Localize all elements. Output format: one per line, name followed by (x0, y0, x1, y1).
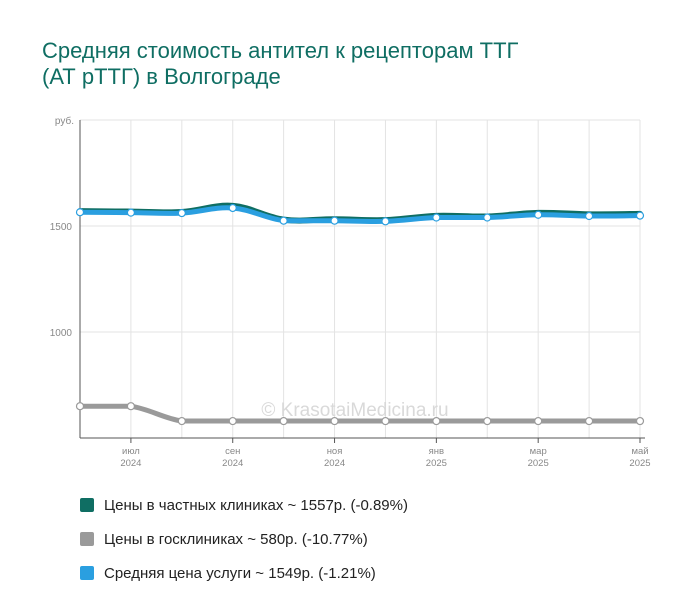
y-tick-label: 1000 (50, 328, 73, 339)
series-line-2 (77, 205, 643, 224)
grid (79, 119, 645, 439)
x-tick-year: 2025 (426, 458, 447, 469)
data-point (534, 416, 543, 426)
line-chart: © KrasotaiMedicina.ru руб.10001500июл202… (50, 115, 651, 469)
x-tick-month: ноя (327, 446, 343, 457)
data-point (381, 416, 390, 426)
data-point (126, 402, 136, 411)
data-point (635, 416, 645, 426)
legend-swatch-private (80, 498, 94, 512)
legend: Цены в частных клиниках ~ 1557р. (-0.89%… (80, 488, 408, 590)
y-axis-unit: руб. (55, 115, 74, 127)
legend-swatch-public (80, 532, 94, 546)
x-tick-year: 2024 (324, 458, 345, 469)
series-line-1 (77, 403, 643, 424)
x-tick-year: 2024 (120, 458, 141, 469)
data-point (534, 210, 543, 219)
data-point (330, 416, 339, 426)
legend-label-private: Цены в частных клиниках ~ 1557р. (-0.89%… (104, 496, 408, 514)
chart-title: Средняя стоимость антител к рецепторам Т… (42, 38, 642, 90)
data-point (635, 211, 645, 220)
data-point (228, 203, 237, 213)
x-tick-month: сен (225, 446, 240, 457)
data-point (330, 216, 339, 225)
series-group (75, 202, 645, 426)
legend-item-private[interactable]: Цены в частных клиниках ~ 1557р. (-0.89%… (80, 488, 408, 522)
data-point (177, 416, 186, 426)
data-point (584, 416, 594, 426)
x-tick-month: май (631, 446, 648, 457)
data-point (432, 416, 441, 426)
data-point (126, 208, 136, 217)
y-tick-label: 1500 (50, 222, 73, 233)
x-tick-year: 2025 (528, 458, 549, 469)
data-point (75, 402, 85, 411)
data-point (279, 216, 288, 225)
legend-label-public: Цены в госклиниках ~ 580р. (-10.77%) (104, 530, 368, 548)
title-line-1: Средняя стоимость антител к рецепторам Т… (42, 38, 519, 63)
x-tick-year: 2025 (629, 458, 650, 469)
data-point (177, 208, 186, 218)
x-tick-month: июл (122, 446, 140, 457)
data-point (75, 208, 85, 217)
data-point (483, 213, 492, 222)
x-tick-year: 2024 (222, 458, 243, 469)
data-point (432, 213, 441, 222)
legend-item-public[interactable]: Цены в госклиниках ~ 580р. (-10.77%) (80, 522, 408, 556)
legend-item-average[interactable]: Средняя цена услуги ~ 1549р. (-1.21%) (80, 556, 408, 590)
watermark: © KrasotaiMedicina.ru (261, 400, 448, 421)
data-point (381, 217, 390, 226)
x-tick-month: мар (530, 446, 547, 457)
title-line-2: (АТ рТТГ) в Волгограде (42, 64, 281, 89)
axis-labels: руб.10001500июл2024сен2024ноя2024янв2025… (50, 115, 651, 469)
data-point (483, 416, 492, 426)
legend-swatch-average (80, 566, 94, 580)
data-point (584, 211, 594, 221)
legend-label-average: Средняя цена услуги ~ 1549р. (-1.21%) (104, 564, 376, 582)
data-point (279, 416, 288, 426)
x-tick-month: янв (429, 446, 444, 457)
data-point (228, 416, 237, 426)
